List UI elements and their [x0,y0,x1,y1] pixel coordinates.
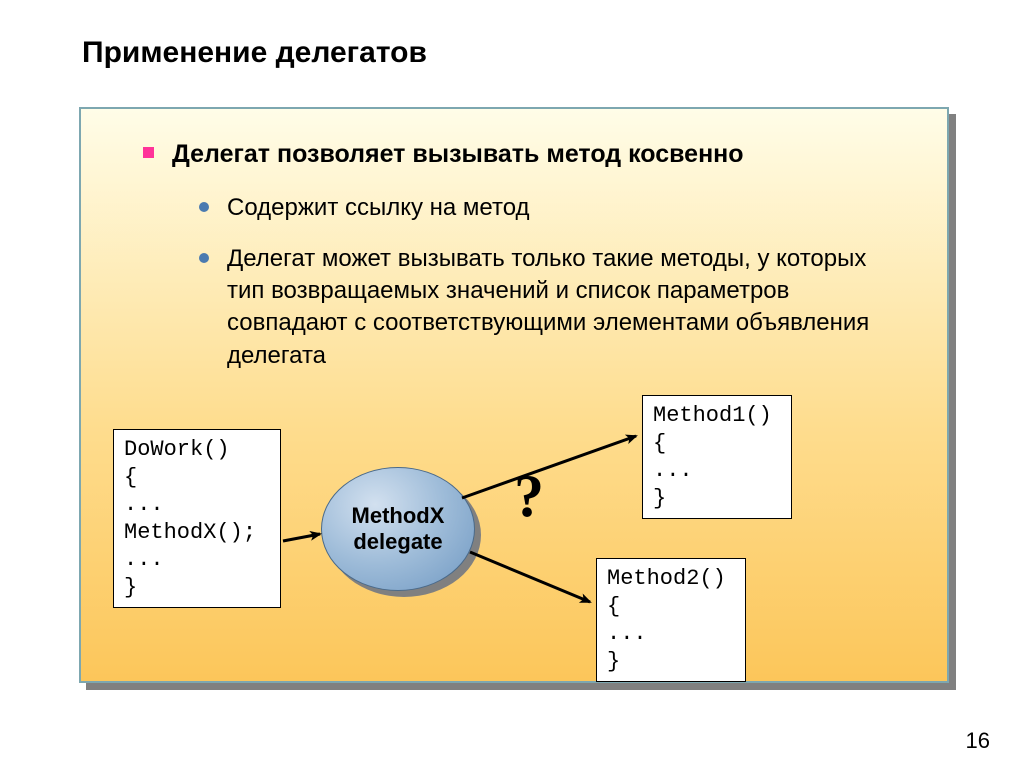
arrow-circle-to-method2 [470,552,590,602]
page-number: 16 [966,728,990,754]
arrows-svg [0,0,1024,768]
arrow-dowork-to-circle [283,534,320,541]
arrow-circle-to-method1 [462,436,636,498]
